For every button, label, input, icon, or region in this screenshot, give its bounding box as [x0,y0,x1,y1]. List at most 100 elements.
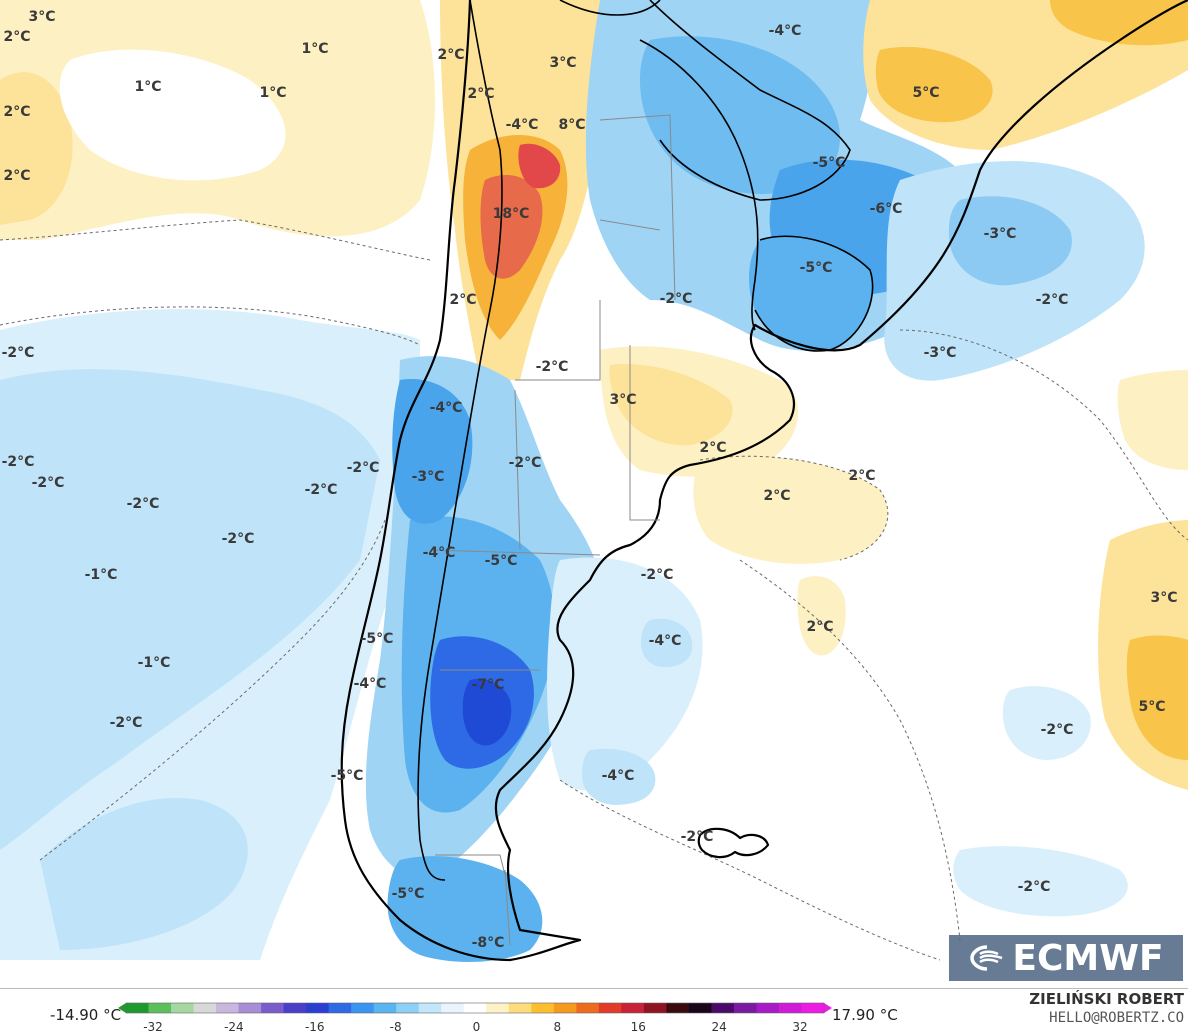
colorbar-cell [598,1003,622,1013]
temperature-label: 3°C [549,55,576,71]
colorbar-cell [463,1003,487,1013]
colorbar-cell [283,1003,307,1013]
colorbar-cell [261,1003,285,1013]
paraguay-border [649,0,851,201]
contour-line [39,519,386,861]
colorbar-ticks: -32 -24 -16 -8 0 8 16 24 32 [143,1020,807,1033]
temperature-label: -2°C [222,531,255,547]
colorbar-cell [688,1003,712,1013]
temperature-label: -2°C [1018,879,1051,895]
colorbar-cell [238,1003,262,1013]
temperature-label: -2°C [1041,722,1074,738]
colorbar-tick-label: -24 [224,1020,244,1033]
colorbar-tick-label: -16 [305,1020,325,1033]
andes-border [417,0,503,881]
temperature-label: 2°C [467,86,494,102]
temperature-label: 5°C [912,85,939,101]
temperature-label: 8°C [558,117,585,133]
contour-line [559,779,941,961]
temperature-label: -3°C [412,469,445,485]
colorbar-tick-label: 24 [711,1020,726,1033]
colorbar-cell [801,1003,825,1013]
temperature-label: 3°C [609,392,636,408]
argentina-north-border [559,0,759,331]
contour-line [0,306,421,346]
field-land-red [480,175,543,279]
temperature-label: 2°C [848,468,875,484]
temperature-label: 1°C [301,41,328,57]
colorbar-cells [118,1002,832,1014]
temperature-label: -2°C [681,829,714,845]
colorbar-tick-label: 8 [554,1020,562,1033]
contour-line [699,455,889,561]
temperature-label: -4°C [602,768,635,784]
province-line [429,389,601,671]
colorbar-cell [531,1003,555,1013]
colorbar-cell [711,1003,735,1013]
temperature-label: 18°C [493,206,530,222]
field-blue-pacific [0,369,380,850]
temperature-label: 1°C [134,79,161,95]
field-yellow-atl-center [693,456,888,564]
field-white-hole [59,49,286,181]
temperature-label: -1°C [85,567,118,583]
colorbar-arrow-left [118,1003,126,1013]
temperature-label: 2°C [437,47,464,63]
colorbar-cell [216,1003,240,1013]
temperature-label: -5°C [331,768,364,784]
field-atl-patagonia [547,557,703,791]
field-atl-blue-spot-2 [640,618,693,668]
colorbar-cell [171,1003,195,1013]
uruguay-border [754,235,874,352]
colorbar-cell [351,1003,375,1013]
temperature-label: 2°C [699,440,726,456]
temperature-label: -5°C [813,155,846,171]
field-blue-pacific-2 [40,798,248,950]
colorbar-cell [396,1003,420,1013]
colorbar-cell [148,1003,172,1013]
colorbar-cell [553,1003,577,1013]
field-orange-se [1126,635,1188,760]
temperature-label: -4°C [430,400,463,416]
temperature-label: -3°C [924,345,957,361]
temperature-label: -4°C [354,676,387,692]
colorbar-cell [418,1003,442,1013]
colorbar-cell [666,1003,690,1013]
author-name: ZIELIŃSKI ROBERT [1029,990,1184,1008]
field-patagonia-deep-2 [462,678,512,746]
colorbar-cell [193,1003,217,1013]
temperature-label: -7°C [472,677,505,693]
colorbar-cell [576,1003,600,1013]
temperature-label: -2°C [1036,292,1069,308]
temperature-label: 2°C [806,619,833,635]
colorbar-cell [733,1003,757,1013]
colorbar-cell [373,1003,397,1013]
colorbar-cell [486,1003,510,1013]
temperature-label: 3°C [1150,590,1177,606]
ecmwf-logo-text: ECMWF [1012,937,1164,979]
field-land-red-2 [518,143,561,189]
temperature-label: -5°C [392,886,425,902]
colorbar-cell [621,1003,645,1013]
temperature-label: -2°C [2,454,35,470]
contour-line [899,329,1188,541]
field-atl-blue-se [953,846,1128,917]
temperature-label: -5°C [361,631,394,647]
province-line [435,854,511,946]
ecmwf-logo: ECMWF [949,935,1183,981]
temperature-label: 2°C [449,292,476,308]
map-canvas: 3°C 2°C 1°C 1°C 1°C 2°C 2°C 2°C 3°C 2°C -4°C 8°C -4°… [0,0,1188,962]
colorbar-tick-label: -32 [143,1020,163,1033]
temperature-label: 3°C [28,9,55,25]
temperature-label: -8°C [472,935,505,951]
field-yellow-ba-2 [609,364,733,446]
temperature-label: -2°C [32,475,65,491]
temperature-label: -2°C [509,455,542,471]
field-blue-uruguay [748,236,873,351]
temperature-label: -4°C [423,545,456,561]
south-america-coastline [340,0,1188,962]
temperature-label: -3°C [984,226,1017,242]
forecast-map: 3°C 2°C 1°C 1°C 1°C 2°C 2°C 2°C 3°C 2°C -4°C 8°C -4°… [0,0,1188,962]
temperature-label: -2°C [660,291,693,307]
temperature-label: -1°C [138,655,171,671]
